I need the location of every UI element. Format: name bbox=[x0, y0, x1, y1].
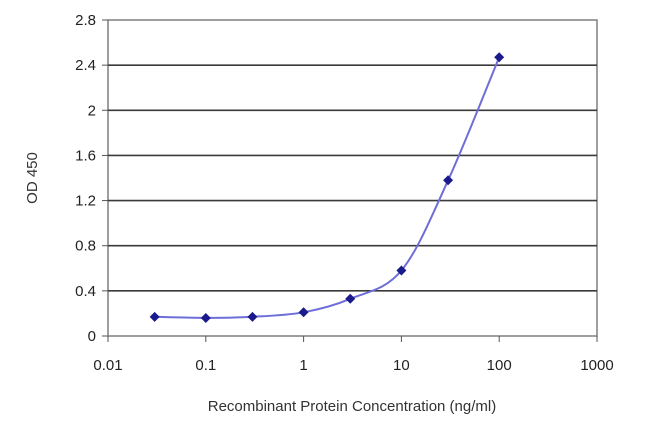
x-tick-label: 1000 bbox=[580, 357, 613, 374]
x-axis-ticks: 0.01 0.1 1 10 100 1000 bbox=[93, 336, 614, 374]
x-axis-title: Recombinant Protein Concentration (ng/ml… bbox=[208, 398, 496, 415]
x-tick-label: 100 bbox=[487, 357, 512, 374]
x-tick-label: 0.01 bbox=[93, 357, 122, 374]
y-tick-label: 1.6 bbox=[75, 147, 96, 164]
series-group bbox=[149, 52, 505, 323]
y-tick-label: 1.2 bbox=[75, 193, 96, 210]
data-point bbox=[396, 265, 407, 276]
y-tick-label: 2 bbox=[88, 102, 96, 119]
plot-area bbox=[107, 19, 598, 337]
data-point bbox=[200, 312, 211, 323]
y-tick-label: 0 bbox=[88, 328, 96, 345]
data-point bbox=[149, 311, 160, 322]
y-tick-label: 0.8 bbox=[75, 238, 96, 255]
gridlines bbox=[108, 64, 597, 292]
data-point bbox=[443, 175, 454, 186]
data-point bbox=[345, 293, 356, 304]
y-tick-label: 2.4 bbox=[75, 57, 96, 74]
x-tick-label: 0.1 bbox=[195, 357, 216, 374]
y-axis-title: OD 450 bbox=[24, 152, 41, 204]
x-tick-label: 1 bbox=[299, 357, 307, 374]
data-point bbox=[298, 307, 309, 318]
y-tick-label: 0.4 bbox=[75, 283, 96, 300]
y-tick-label: 2.8 bbox=[75, 12, 96, 29]
y-axis-ticks: 0 0.4 0.8 1.2 1.6 2 2.4 2.8 bbox=[75, 12, 108, 345]
x-tick-label: 10 bbox=[393, 357, 410, 374]
data-point bbox=[247, 311, 258, 322]
data-point bbox=[494, 52, 505, 63]
